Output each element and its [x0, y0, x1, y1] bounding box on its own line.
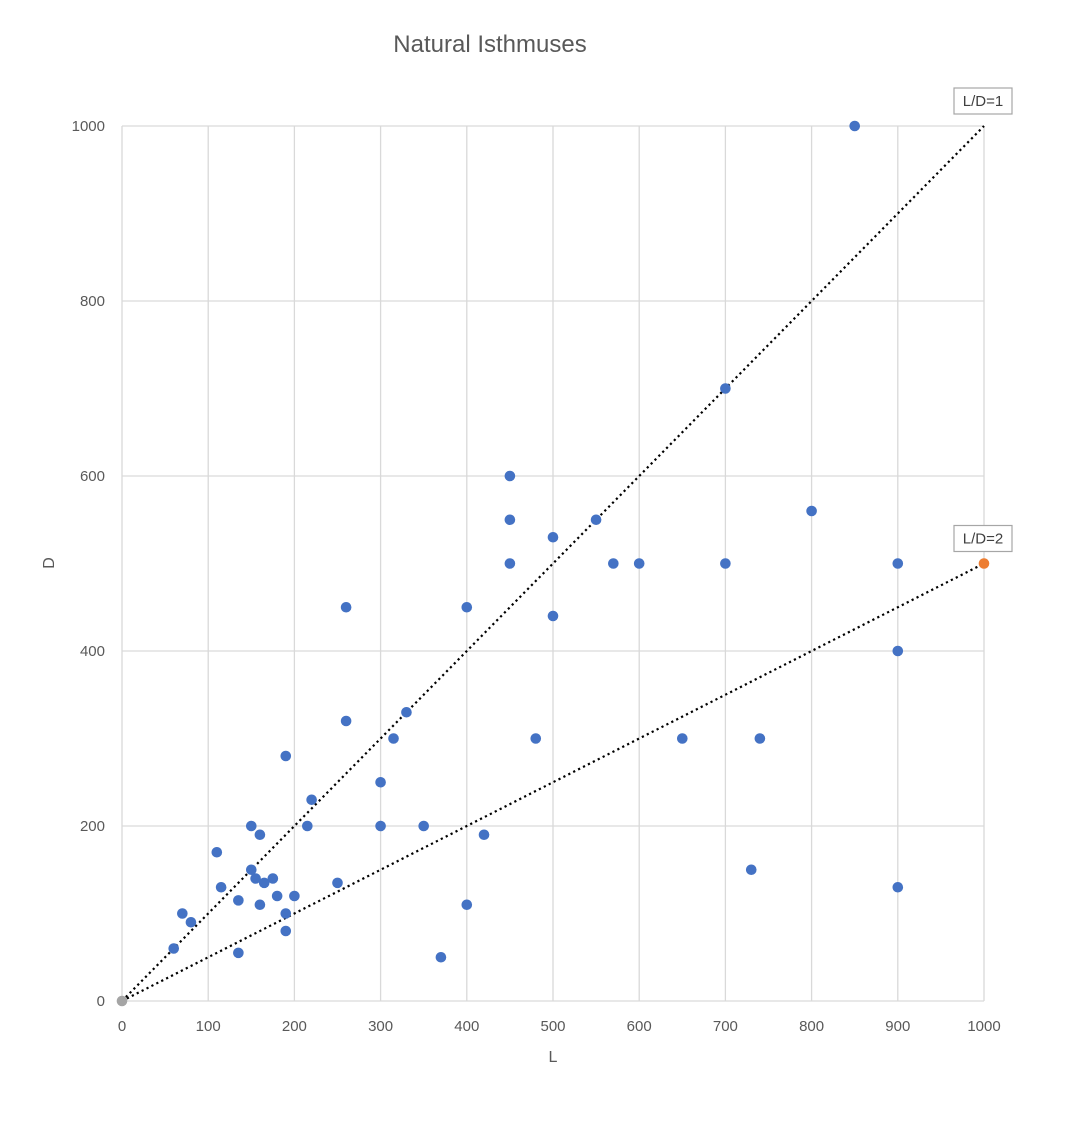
data-point — [211, 846, 223, 858]
tick-labels: 0 100 200 300 400 500 600 700 800 900 1000 0 200 400 6… — [72, 118, 1001, 1035]
data-point — [254, 829, 266, 841]
data-point — [280, 925, 292, 937]
data-point — [978, 558, 990, 569]
x-tick-label: 500 — [540, 1018, 565, 1035]
data-point — [375, 820, 386, 832]
data-point — [332, 877, 343, 889]
data-point — [306, 794, 317, 806]
data-point — [461, 899, 473, 911]
data-point — [215, 881, 227, 893]
data-point — [233, 895, 244, 906]
callout-label: L/D=2 — [963, 531, 1003, 548]
data-point — [504, 558, 516, 569]
reference-line-callout: L/D=1 — [953, 87, 1013, 115]
data-point — [302, 820, 313, 832]
data-point — [388, 733, 399, 744]
data-point — [590, 514, 602, 526]
data-point — [892, 645, 904, 657]
data-point — [233, 947, 244, 959]
y-tick-label: 800 — [80, 293, 105, 310]
chart-title: Natural Isthmuses — [393, 31, 586, 58]
data-point — [340, 601, 352, 613]
x-tick-label: 700 — [713, 1018, 738, 1035]
data-point — [677, 733, 688, 744]
data-point — [608, 558, 619, 569]
x-tick-label: 100 — [196, 1018, 221, 1035]
x-tick-label: 1000 — [967, 1018, 1000, 1035]
data-point — [289, 890, 300, 902]
x-tick-label: 400 — [454, 1018, 479, 1035]
data-point — [892, 558, 904, 569]
data-point — [547, 531, 559, 543]
data-point — [530, 733, 542, 744]
data-point — [806, 505, 817, 517]
x-tick-label: 0 — [118, 1018, 126, 1035]
data-point — [754, 733, 766, 744]
data-point — [185, 916, 197, 928]
y-tick-label: 0 — [97, 993, 105, 1010]
data-point — [401, 706, 412, 718]
data-point — [271, 890, 283, 902]
data-point — [250, 873, 261, 884]
x-tick-label: 600 — [627, 1018, 652, 1035]
data-point — [246, 820, 257, 832]
data-point — [168, 943, 180, 954]
y-tick-label: 200 — [80, 818, 105, 835]
data-point — [177, 908, 188, 919]
data-point — [547, 610, 559, 622]
data-point — [280, 750, 292, 762]
y-tick-label: 600 — [80, 468, 105, 485]
line-annotations: L/D=1 L/D=2 — [953, 87, 1013, 553]
gridlines — [121, 125, 985, 1002]
data-point — [720, 383, 731, 394]
data-point — [720, 558, 731, 569]
data-point — [633, 558, 645, 569]
data-point — [849, 120, 860, 132]
x-tick-label: 800 — [799, 1018, 824, 1035]
y-tick-label: 1000 — [72, 118, 105, 135]
data-point — [892, 881, 904, 893]
callout-label: L/D=1 — [963, 93, 1003, 110]
reference-line-callout: L/D=2 — [953, 524, 1013, 553]
y-axis-label: D — [41, 557, 58, 569]
data-point — [461, 601, 473, 613]
data-point — [340, 715, 352, 727]
data-point — [375, 776, 386, 788]
data-point — [478, 829, 490, 841]
y-tick-label: 400 — [80, 643, 105, 660]
data-point — [246, 864, 257, 876]
data-point — [280, 908, 292, 919]
data-point — [504, 514, 516, 526]
x-tick-label: 300 — [368, 1018, 393, 1035]
data-point — [267, 873, 279, 884]
data-point — [254, 899, 266, 911]
data-points — [116, 120, 990, 1007]
x-tick-label: 900 — [885, 1018, 910, 1035]
data-point — [745, 864, 757, 876]
data-point — [116, 995, 128, 1007]
data-point — [504, 470, 516, 482]
reference-line — [121, 125, 985, 1002]
reference-line — [121, 562, 985, 1002]
reference-lines — [121, 125, 985, 1002]
x-axis-label: L — [549, 1049, 558, 1066]
callout-box — [953, 87, 1013, 115]
x-tick-label: 200 — [282, 1018, 307, 1035]
callout-box — [953, 524, 1013, 553]
data-point — [418, 820, 430, 832]
data-point — [258, 877, 270, 889]
data-point — [435, 951, 447, 963]
